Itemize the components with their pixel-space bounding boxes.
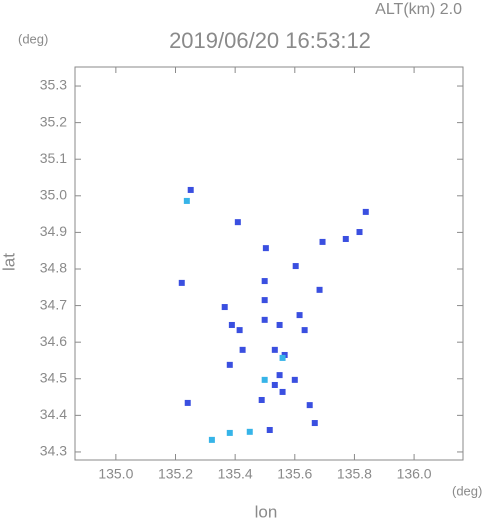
echo-point	[362, 208, 369, 215]
echo-point	[183, 197, 190, 204]
y-tick-label: 35.0	[40, 187, 67, 203]
x-tick-label: 135.4	[218, 466, 253, 482]
echo-point	[296, 312, 303, 319]
echo-point	[261, 297, 268, 304]
echo-point	[276, 321, 283, 328]
echo-point	[261, 316, 268, 323]
y-tick-label: 34.4	[40, 406, 67, 422]
chart-title: 2019/06/20 16:53:12	[169, 28, 371, 53]
y-tick-label: 34.3	[40, 443, 67, 459]
echo-point	[236, 327, 243, 334]
echo-point	[279, 388, 286, 395]
echo-point	[306, 402, 313, 409]
echo-point	[261, 278, 268, 285]
subtitle: ALT(km) 2.0	[375, 1, 462, 18]
y-tick-label: 34.6	[40, 333, 67, 349]
echo-point	[271, 346, 278, 353]
y-tick-label: 34.7	[40, 296, 67, 312]
y-tick-label: 35.1	[40, 150, 67, 166]
y-tick-label: 35.3	[40, 77, 67, 93]
echo-point	[234, 219, 241, 226]
echo-point	[301, 327, 308, 334]
x-axis-label: lon	[255, 502, 278, 521]
x-tick-label: 135.0	[98, 466, 133, 482]
echo-point	[292, 263, 299, 270]
echo-point	[342, 235, 349, 242]
y-tick-label: 34.9	[40, 223, 67, 239]
y-tick-label: 34.8	[40, 260, 67, 276]
echo-point	[226, 361, 233, 368]
x-tick-label: 135.8	[337, 466, 372, 482]
echo-point	[221, 304, 228, 311]
echo-point	[316, 286, 323, 293]
echo-point	[279, 354, 286, 361]
echo-point	[246, 428, 253, 435]
echo-point	[262, 245, 269, 252]
echo-point	[261, 376, 268, 383]
echo-point	[356, 229, 363, 236]
echo-point	[271, 381, 278, 388]
y-unit: (deg)	[18, 31, 48, 46]
echo-point	[184, 399, 191, 406]
echo-point	[228, 321, 235, 328]
echo-point	[266, 426, 273, 433]
echo-point	[178, 279, 185, 286]
echo-point	[291, 376, 298, 383]
x-tick-label: 135.6	[277, 466, 312, 482]
echo-point	[319, 238, 326, 245]
y-tick-label: 35.2	[40, 113, 67, 129]
x-tick-label: 135.2	[158, 466, 193, 482]
echo-point	[239, 346, 246, 353]
echo-point	[276, 372, 283, 379]
x-unit: (deg)	[452, 483, 482, 498]
echo-point	[311, 420, 318, 427]
x-tick-label: 136.0	[397, 466, 432, 482]
echo-point	[208, 436, 215, 443]
echo-point	[258, 396, 265, 403]
echo-point	[187, 186, 194, 193]
y-tick-label: 34.5	[40, 369, 67, 385]
echo-point	[226, 429, 233, 436]
y-axis-label: lat	[0, 253, 18, 271]
plot-frame	[74, 66, 464, 461]
